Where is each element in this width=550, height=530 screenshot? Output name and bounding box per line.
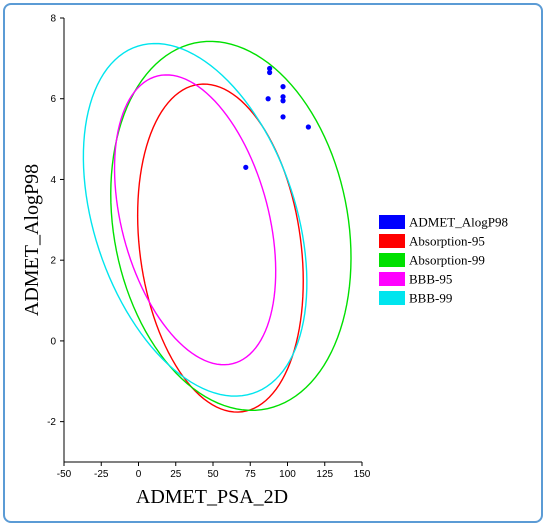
data-point (305, 124, 311, 130)
chart-frame (3, 3, 543, 523)
data-point (267, 65, 273, 72)
data-point (280, 84, 286, 90)
x-tick-label: 150 (354, 469, 371, 480)
y-tick-label: 2 (50, 256, 56, 267)
data-point (280, 98, 286, 104)
legend-label: Absorption-95 (409, 234, 485, 249)
x-tick-label: 0 (136, 469, 142, 480)
x-tick-label: 25 (170, 469, 182, 480)
y-tick-label: 6 (50, 94, 56, 105)
ellipse-bbb-99 (82, 42, 308, 397)
axes: -50 -25 0 25 50 75 100 125 150 -2 0 2 4 6 8 (47, 14, 371, 481)
legend-label: BBB-99 (409, 291, 452, 306)
ellipse-absorption-95 (136, 83, 304, 413)
legend-label: ADMET_AlogP98 (409, 215, 508, 230)
y-tick-label: 8 (50, 14, 56, 25)
data-point (265, 96, 271, 102)
legend-swatch (379, 253, 405, 267)
x-tick-label: 100 (279, 469, 296, 480)
plot-area (82, 40, 352, 413)
x-tick-label: -50 (57, 469, 72, 480)
y-tick-label: -2 (47, 417, 56, 428)
data-point (280, 94, 286, 100)
x-tick-label: -25 (94, 469, 109, 480)
legend: ADMET_AlogP98 Absorption-95 Absorption-99 B… (379, 215, 508, 306)
legend-swatch (379, 291, 405, 305)
data-point (243, 164, 249, 170)
y-tick-label: 4 (50, 175, 56, 186)
legend-swatch (379, 234, 405, 248)
x-tick-label: 125 (316, 469, 333, 480)
y-axis-title: ADMET_AlogP98 (21, 164, 43, 316)
y-tick-label: 0 (50, 336, 56, 347)
x-tick-label: 50 (207, 469, 219, 480)
legend-swatch (379, 272, 405, 286)
ellipse-absorption-99 (110, 40, 352, 412)
x-tick-label: 75 (245, 469, 257, 480)
ellipse-bbb-95 (113, 74, 277, 366)
legend-swatch (379, 215, 405, 229)
data-point (280, 114, 286, 120)
legend-label: Absorption-99 (409, 253, 485, 268)
x-axis-title: ADMET_PSA_2D (136, 486, 288, 508)
data-point (267, 69, 273, 76)
legend-label: BBB-95 (409, 272, 452, 287)
